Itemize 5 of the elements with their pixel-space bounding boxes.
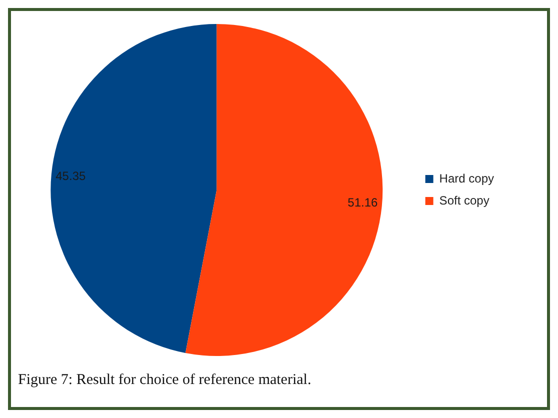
data-label: 51.16: [348, 196, 378, 210]
data-label: 45.35: [56, 168, 86, 183]
caption: Figure 7: Result for choice of reference material.: [18, 372, 312, 389]
legend-label: Soft copy: [439, 193, 490, 208]
legend-label: Hard copy: [439, 171, 494, 186]
